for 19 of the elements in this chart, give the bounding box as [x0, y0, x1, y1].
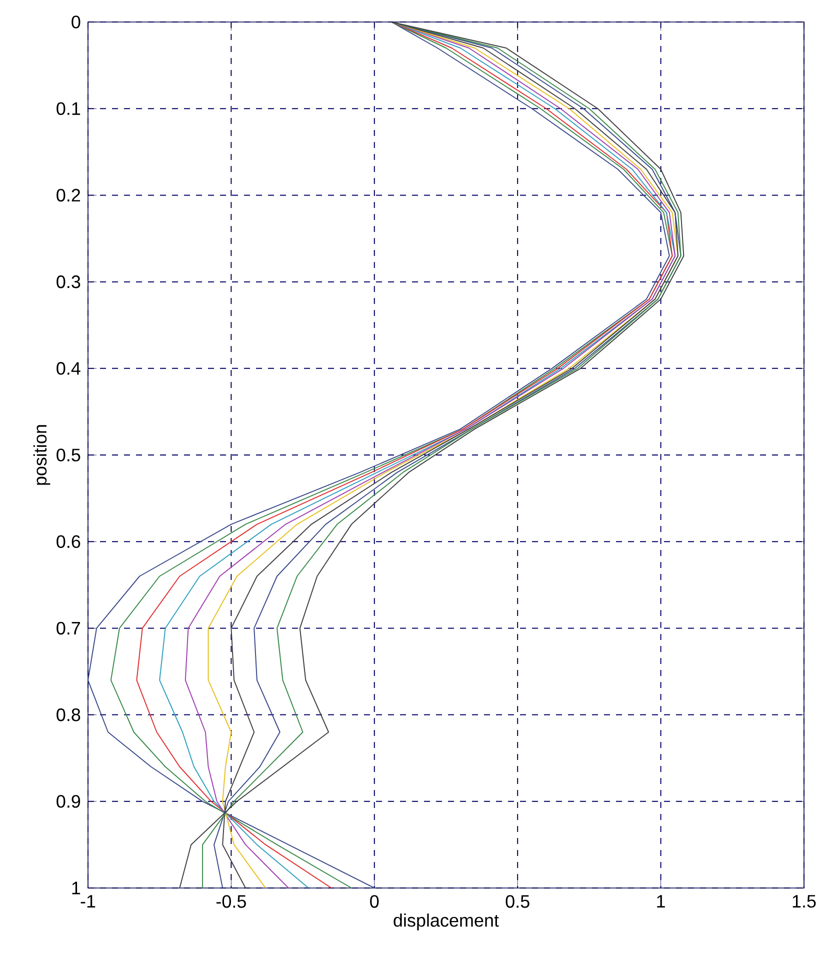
x-tick-label: -1 [80, 895, 96, 908]
x-tick-label: 0 [370, 895, 379, 908]
y-tick-label: 0.6 [56, 535, 80, 548]
y-tick-label: 0.8 [56, 708, 80, 722]
x-axis-title: displacement [394, 914, 499, 930]
y-tick-label: 0.4 [56, 362, 80, 375]
y-tick-label: 0 [72, 16, 80, 28]
x-tick-label: 0.5 [506, 895, 530, 908]
x-tick-label: 1.5 [792, 895, 816, 908]
y-tick-label: 0.7 [56, 622, 80, 635]
x-tick-label: 1 [657, 895, 665, 908]
y-tick-label: 0.9 [56, 795, 80, 808]
y-tick-label: 1 [72, 882, 80, 894]
y-tick-label: 0.5 [56, 448, 80, 462]
y-tick-label: 0.2 [56, 188, 80, 202]
y-tick-label: 0.3 [56, 275, 80, 288]
y-axis-title: position [33, 425, 50, 485]
x-tick-label: -0.5 [216, 895, 246, 908]
y-tick-label: 0.1 [56, 102, 80, 115]
